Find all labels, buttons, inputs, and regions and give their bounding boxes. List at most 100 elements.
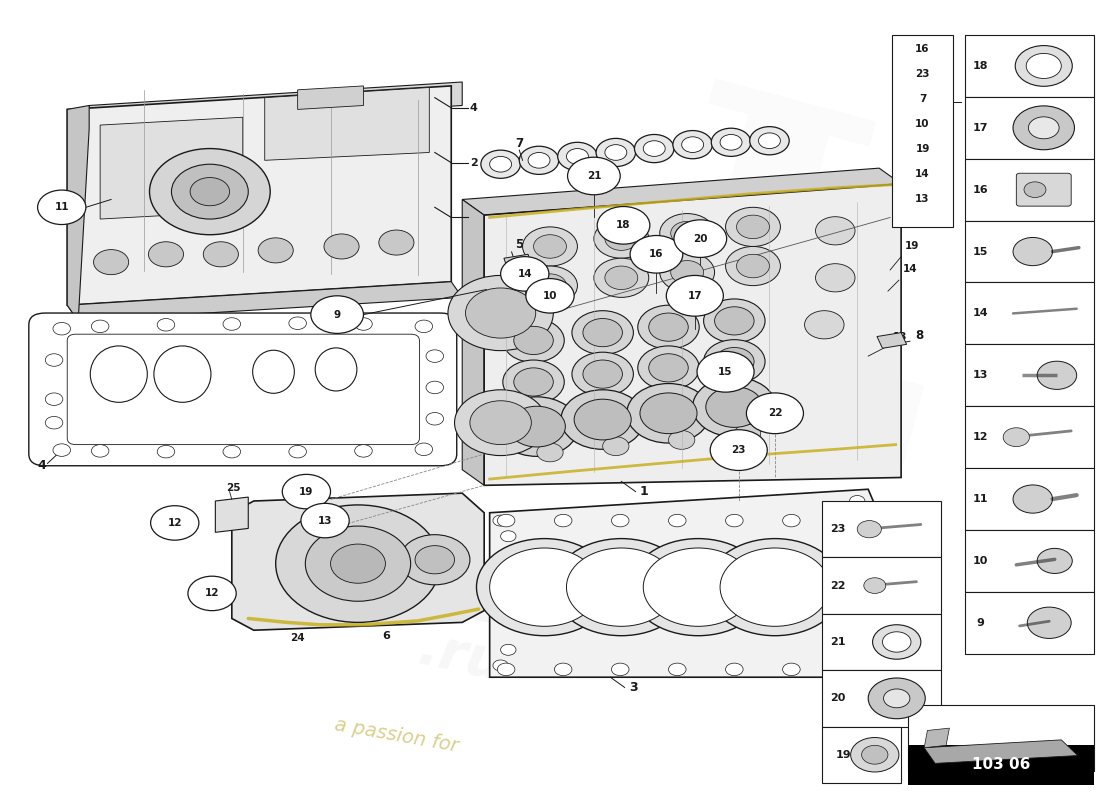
Circle shape <box>673 130 713 158</box>
Text: 6: 6 <box>382 631 390 642</box>
Text: 12: 12 <box>167 518 182 528</box>
Circle shape <box>157 318 175 331</box>
Text: 13: 13 <box>892 333 906 342</box>
Ellipse shape <box>253 350 295 394</box>
Circle shape <box>857 521 881 538</box>
Circle shape <box>223 446 241 458</box>
Circle shape <box>476 538 613 636</box>
Polygon shape <box>232 493 484 630</box>
Bar <box>965 468 1094 530</box>
Circle shape <box>514 326 553 354</box>
Circle shape <box>630 235 683 273</box>
Circle shape <box>1003 428 1030 446</box>
Circle shape <box>454 390 547 455</box>
Circle shape <box>276 505 440 622</box>
Text: 18: 18 <box>616 220 630 230</box>
Circle shape <box>737 254 769 278</box>
Polygon shape <box>924 728 949 748</box>
Circle shape <box>448 275 553 350</box>
Polygon shape <box>67 106 89 321</box>
Text: 24: 24 <box>290 633 305 643</box>
Circle shape <box>426 350 443 362</box>
Circle shape <box>693 378 776 437</box>
Text: 4: 4 <box>470 103 477 113</box>
Text: 1: 1 <box>964 97 971 106</box>
Circle shape <box>157 446 175 458</box>
Circle shape <box>861 746 888 764</box>
Text: 23: 23 <box>732 445 746 455</box>
Circle shape <box>839 514 857 527</box>
Circle shape <box>594 219 649 258</box>
Circle shape <box>258 238 294 263</box>
Circle shape <box>289 446 307 458</box>
Circle shape <box>750 126 789 155</box>
Circle shape <box>858 510 873 521</box>
Circle shape <box>671 261 704 284</box>
Circle shape <box>572 310 634 354</box>
Text: 14: 14 <box>517 269 532 279</box>
Circle shape <box>493 515 508 526</box>
Circle shape <box>706 386 763 427</box>
Circle shape <box>493 660 508 671</box>
Circle shape <box>1013 106 1075 150</box>
Circle shape <box>495 397 579 456</box>
Circle shape <box>223 318 241 330</box>
Circle shape <box>1037 548 1072 574</box>
Circle shape <box>660 253 715 292</box>
Bar <box>822 501 940 558</box>
Circle shape <box>94 250 129 274</box>
Circle shape <box>426 381 443 394</box>
Circle shape <box>715 347 755 376</box>
Circle shape <box>554 514 572 527</box>
Text: 16: 16 <box>915 44 930 54</box>
Circle shape <box>497 514 515 527</box>
Circle shape <box>815 217 855 245</box>
FancyBboxPatch shape <box>1016 174 1071 206</box>
Circle shape <box>566 548 676 626</box>
Text: 12: 12 <box>205 589 219 598</box>
Circle shape <box>311 296 363 334</box>
Circle shape <box>534 234 566 258</box>
Text: 19: 19 <box>299 486 314 497</box>
Circle shape <box>537 443 563 462</box>
Circle shape <box>289 317 307 330</box>
Circle shape <box>190 178 230 206</box>
Circle shape <box>671 222 704 245</box>
Polygon shape <box>924 740 1078 763</box>
Polygon shape <box>484 184 901 486</box>
Circle shape <box>644 548 754 626</box>
Text: 20: 20 <box>693 234 707 244</box>
Circle shape <box>1028 117 1059 138</box>
FancyBboxPatch shape <box>29 313 456 466</box>
Ellipse shape <box>154 346 211 402</box>
Circle shape <box>849 668 865 678</box>
Circle shape <box>522 227 578 266</box>
Circle shape <box>726 514 744 527</box>
Circle shape <box>669 514 686 527</box>
Bar <box>965 282 1094 344</box>
Text: 17: 17 <box>972 123 988 133</box>
Circle shape <box>644 141 666 156</box>
Circle shape <box>882 632 911 652</box>
Text: 16: 16 <box>972 185 988 194</box>
Text: 14: 14 <box>972 309 988 318</box>
Circle shape <box>554 663 572 676</box>
Text: 16: 16 <box>649 250 663 259</box>
Circle shape <box>868 678 925 718</box>
Circle shape <box>682 137 704 153</box>
Circle shape <box>519 146 559 174</box>
Circle shape <box>53 322 70 335</box>
Circle shape <box>481 150 520 178</box>
Circle shape <box>715 306 755 335</box>
Circle shape <box>490 156 512 172</box>
Polygon shape <box>89 82 462 129</box>
Circle shape <box>561 390 645 450</box>
Circle shape <box>872 625 921 659</box>
Circle shape <box>605 227 638 250</box>
Bar <box>965 97 1094 158</box>
Circle shape <box>815 264 855 292</box>
Circle shape <box>331 544 385 583</box>
Bar <box>822 726 901 783</box>
Text: 22: 22 <box>768 408 782 418</box>
Circle shape <box>148 242 184 267</box>
